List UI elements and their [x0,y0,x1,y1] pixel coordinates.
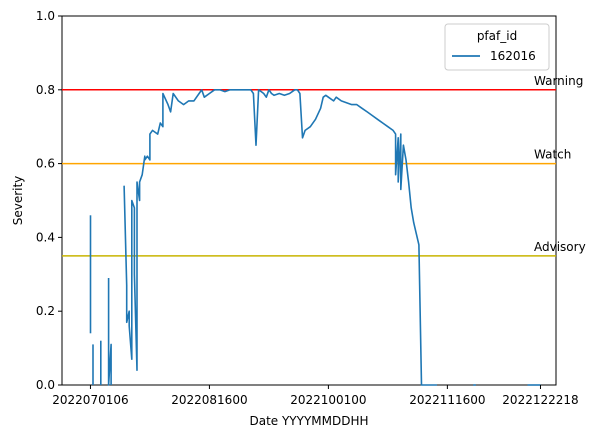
legend-title: pfaf_id [477,29,517,43]
y-tick-label: 0.0 [36,378,55,392]
x-tick-label: 2022100100 [290,393,366,407]
x-tick-label: 2022081600 [171,393,247,407]
y-tick-label: 0.4 [36,230,55,244]
x-tick-label: 2022111600 [409,393,485,407]
legend: pfaf_id 162016 [444,23,550,71]
legend-box [444,23,550,71]
threshold-label-warning: Warning [534,74,583,88]
plot-area [61,15,557,386]
series-line-segment [107,278,112,386]
y-tick-label: 0.2 [36,304,55,318]
series-line-segment [123,89,437,386]
threshold-label-advisory: Advisory [534,240,586,254]
y-tick-label: 0.8 [36,83,55,97]
legend-entry: 162016 [490,49,536,63]
x-axis: 2022070106 2022081600 2022100100 2022111600… [52,385,579,407]
y-axis: 0.0 0.2 0.4 0.6 0.8 1.0 [36,9,62,392]
series-layer [89,89,541,386]
x-tick-label: 2022070106 [52,393,128,407]
threshold-label-watch: Watch [534,148,571,162]
y-tick-label: 0.6 [36,157,55,171]
y-axis-label: Severity [11,176,25,226]
y-tick-label: 1.0 [36,9,55,23]
x-axis-label: Date YYYYMMDDHH [249,414,368,428]
x-tick-label: 2022122218 [502,393,578,407]
threshold-lines: Warning Watch Advisory [62,74,586,257]
axes-frame [61,15,557,386]
